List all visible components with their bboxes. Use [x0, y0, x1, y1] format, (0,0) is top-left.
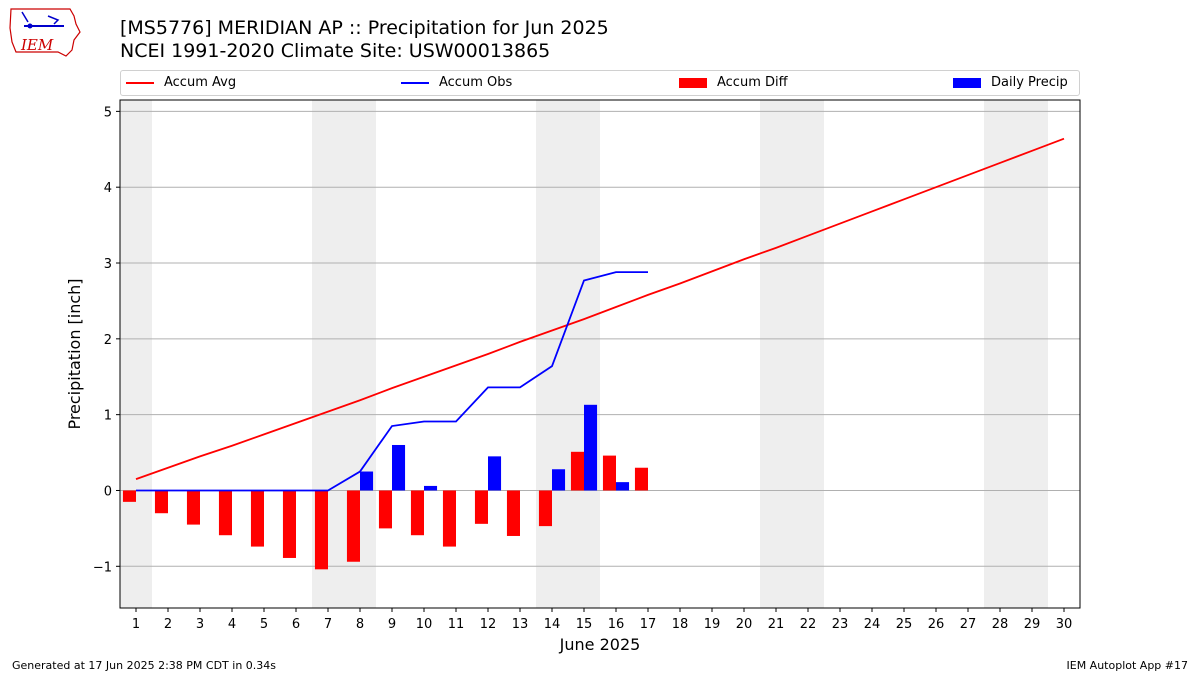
daily-precip-bar: [616, 482, 630, 491]
logo-text: IEM: [20, 36, 54, 54]
x-tick-label: 5: [260, 617, 268, 632]
legend-swatch-accum-diff: [679, 77, 707, 88]
x-tick-label: 16: [608, 617, 625, 632]
x-tick-label: 10: [416, 617, 433, 632]
x-tick-label: 21: [768, 617, 785, 632]
plot-frame: [119, 99, 1081, 609]
daily-precip-bar: [360, 471, 374, 491]
daily-precip-bar: [552, 469, 566, 491]
legend-label-accum-obs: Accum Obs: [439, 75, 513, 90]
x-tick-label: 13: [512, 617, 529, 632]
x-tick-label: 11: [448, 617, 465, 632]
accum-diff-bar: [122, 490, 136, 502]
accum-diff-bar: [250, 490, 264, 547]
accum-diff-bar: [570, 451, 584, 491]
accum-diff-bar: [538, 490, 552, 527]
x-tick-label: 18: [672, 617, 689, 632]
iem-logo: IEM: [9, 8, 81, 57]
accum-diff-bar: [154, 490, 168, 514]
footer-generated-text: Generated at 17 Jun 2025 2:38 PM CDT in …: [12, 659, 277, 672]
y-tick-label: 4: [104, 181, 112, 196]
legend-swatch-accum-avg: [126, 81, 154, 84]
weekend-shade-2: [536, 100, 600, 608]
daily-precip-bar: [584, 404, 598, 491]
x-tick-label: 20: [736, 617, 753, 632]
y-tick-label: −1: [93, 560, 112, 575]
x-tick-label: 24: [864, 617, 881, 632]
accum-diff-bar: [602, 455, 616, 491]
x-tick-label: 9: [388, 617, 396, 632]
x-tick-label: 23: [832, 617, 849, 632]
accum-diff-bar: [442, 490, 456, 547]
weekend-shade-3: [760, 100, 824, 608]
accum-diff-bar: [314, 490, 328, 570]
weekend-shade-0: [120, 100, 152, 608]
x-tick-label: 8: [356, 617, 364, 632]
weekend-shade-1: [312, 100, 376, 608]
y-tick-label: 1: [104, 409, 112, 424]
y-tick-label: 3: [104, 257, 112, 272]
accum-diff-bar: [218, 490, 232, 536]
chart-subtitle: NCEI 1991-2020 Climate Site: USW00013865: [120, 40, 551, 62]
x-tick-label: 14: [544, 617, 561, 632]
accum-obs-line: [136, 271, 648, 492]
x-axis-label: June 2025: [559, 635, 641, 654]
accum-diff-bar: [378, 490, 392, 529]
y-tick-label: 5: [104, 105, 112, 120]
x-tick-label: 3: [196, 617, 204, 632]
footer-app-text: IEM Autoplot App #17: [1066, 659, 1189, 672]
logo-dot-shape: [27, 23, 33, 29]
x-tick-label: 17: [640, 617, 657, 632]
y-axis-label: Precipitation [inch]: [65, 278, 84, 429]
chart-title: [MS5776] MERIDIAN AP :: Precipitation fo…: [120, 17, 609, 39]
x-tick-label: 27: [960, 617, 977, 632]
x-tick-label: 22: [800, 617, 817, 632]
accum-diff-bar: [634, 467, 648, 491]
x-tick-label: 26: [928, 617, 945, 632]
accum-diff-bar: [282, 490, 296, 558]
accum-diff-bar: [186, 490, 200, 525]
x-tick-label: 2: [164, 617, 172, 632]
accum-diff-bar: [346, 490, 360, 562]
x-tick-label: 6: [292, 617, 300, 632]
accum-diff-bar: [506, 490, 520, 536]
legend-label-daily-precip: Daily Precip: [991, 75, 1068, 90]
weekend-shade-4: [984, 100, 1048, 608]
x-tick-label: 30: [1056, 617, 1073, 632]
legend-label-accum-avg: Accum Avg: [164, 75, 237, 90]
x-tick-label: 29: [1024, 617, 1041, 632]
x-tick-label: 7: [324, 617, 332, 632]
x-tick-label: 12: [480, 617, 497, 632]
legend-swatch-daily-precip: [953, 77, 981, 88]
daily-precip-bar: [392, 444, 406, 491]
accum-diff-bar: [410, 490, 424, 536]
daily-precip-bar: [488, 456, 502, 491]
accum-diff-bar: [474, 490, 488, 524]
x-tick-label: 15: [576, 617, 593, 632]
accum-avg-line: [135, 137, 1065, 480]
x-tick-label: 19: [704, 617, 721, 632]
daily-precip-bar: [424, 485, 438, 491]
x-tick-label: 25: [896, 617, 913, 632]
x-tick-label: 1: [132, 617, 140, 632]
legend-item-daily-precip: Daily Precip: [953, 74, 1068, 92]
chart-legend: Accum Avg Accum Obs Accum Diff Daily Pre…: [120, 70, 1080, 96]
x-tick-label: 28: [992, 617, 1009, 632]
legend-label-accum-diff: Accum Diff: [717, 75, 788, 90]
legend-item-accum-diff: Accum Diff: [679, 74, 788, 92]
legend-item-accum-avg: Accum Avg: [126, 74, 236, 92]
logo-arrow-shape: [21, 11, 60, 25]
legend-item-accum-obs: Accum Obs: [401, 74, 512, 92]
y-tick-label: 0: [104, 484, 112, 499]
y-tick-label: 2: [104, 333, 112, 348]
x-tick-label: 4: [228, 617, 236, 632]
legend-swatch-accum-obs: [401, 81, 429, 84]
